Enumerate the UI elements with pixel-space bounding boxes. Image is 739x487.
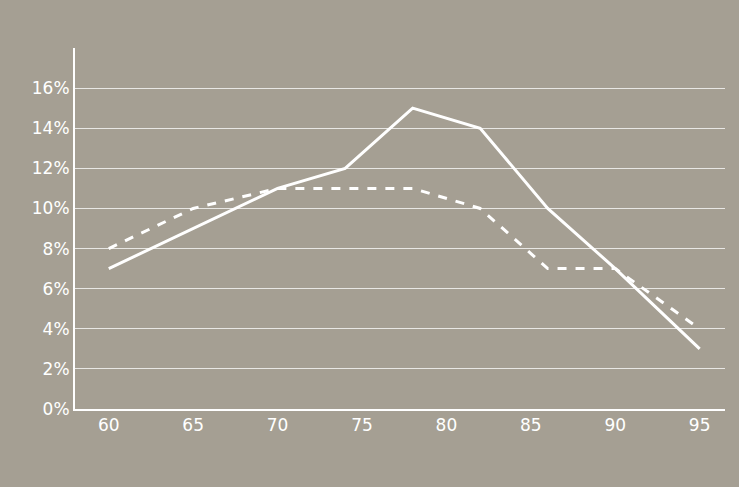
svg-text:60: 60 bbox=[98, 415, 120, 435]
svg-text:8%: 8% bbox=[43, 239, 70, 259]
svg-text:65: 65 bbox=[182, 415, 204, 435]
svg-text:10%: 10% bbox=[32, 198, 70, 218]
svg-text:85: 85 bbox=[520, 415, 542, 435]
svg-text:2%: 2% bbox=[43, 359, 70, 379]
svg-text:14%: 14% bbox=[32, 118, 70, 138]
svg-text:80: 80 bbox=[436, 415, 458, 435]
svg-text:0%: 0% bbox=[43, 399, 70, 419]
svg-text:95: 95 bbox=[689, 415, 711, 435]
svg-text:75: 75 bbox=[351, 415, 373, 435]
svg-text:4%: 4% bbox=[43, 319, 70, 339]
svg-text:12%: 12% bbox=[32, 158, 70, 178]
svg-text:16%: 16% bbox=[32, 78, 70, 98]
svg-text:90: 90 bbox=[604, 415, 626, 435]
svg-text:70: 70 bbox=[267, 415, 289, 435]
svg-text:6%: 6% bbox=[43, 279, 70, 299]
